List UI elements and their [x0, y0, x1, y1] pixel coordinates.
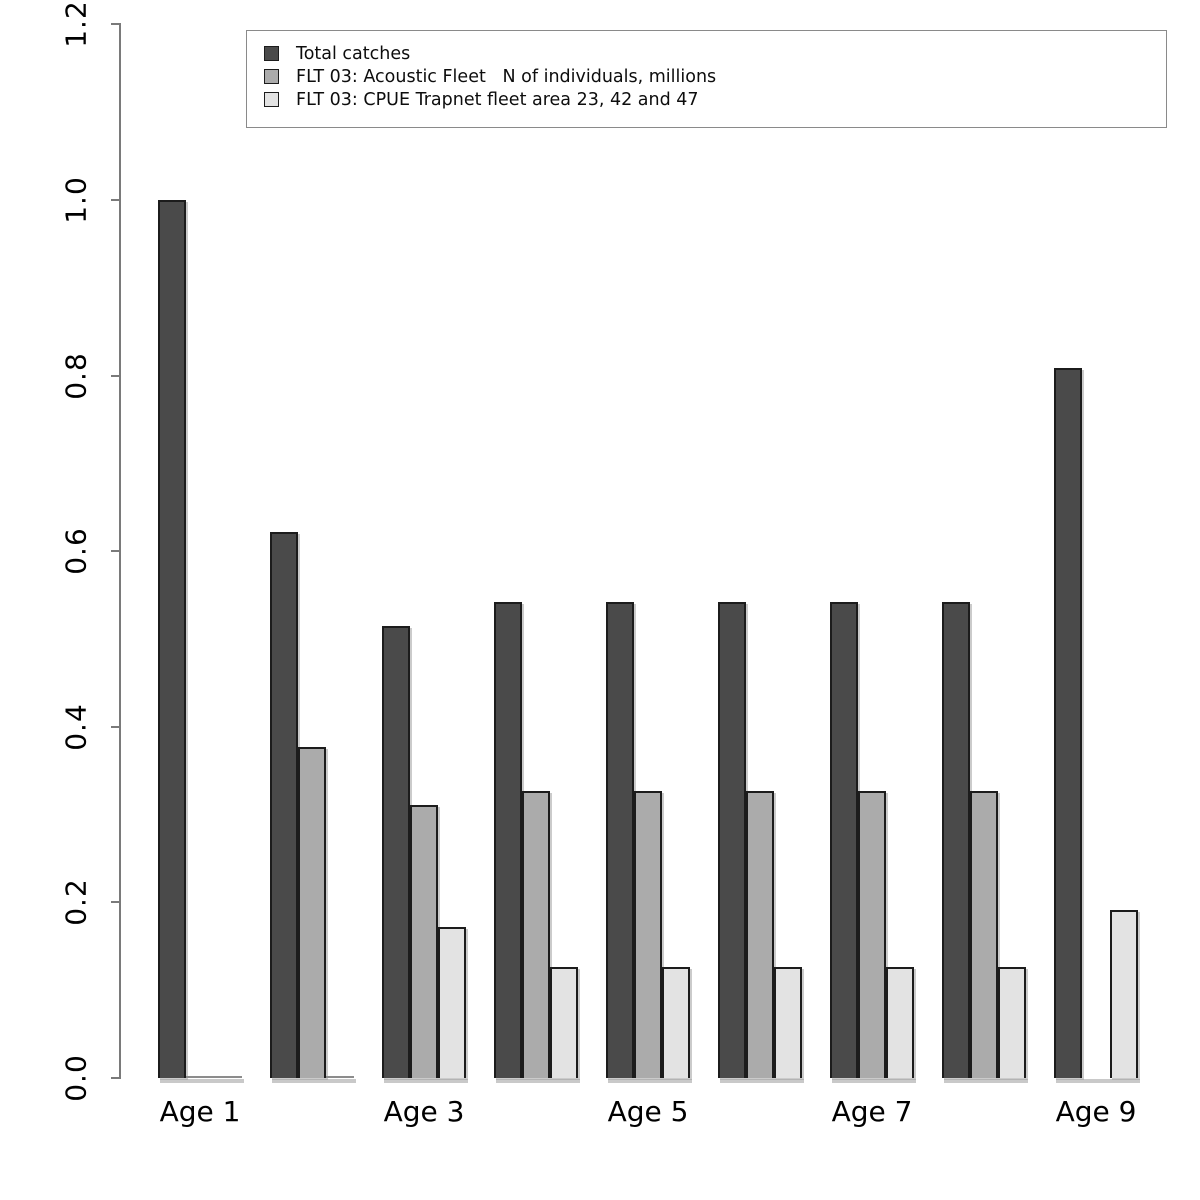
y-tick-label: 0.4	[59, 703, 93, 751]
bar-series2-age-5	[634, 790, 662, 1078]
x-tick-label: Age 1	[159, 1095, 241, 1128]
bar-series3-age-7	[886, 967, 914, 1078]
y-tick	[111, 550, 120, 553]
zero-value-bar	[186, 1076, 214, 1078]
bar-series2-age-7	[858, 790, 886, 1078]
bar-series3-age-6	[774, 967, 802, 1078]
legend-label: FLT 03: Acoustic Fleet N of individuals,…	[296, 66, 717, 87]
group-baseline-shadow	[496, 1079, 580, 1083]
y-axis-line	[119, 23, 121, 1079]
group-baseline-shadow	[944, 1079, 1028, 1083]
bar-series1-age-5	[606, 602, 634, 1078]
bar-series2-age-2	[298, 746, 326, 1078]
legend-item: Total catches	[264, 42, 1166, 65]
group-baseline-shadow	[272, 1079, 356, 1083]
bar-series1-age-9	[1054, 367, 1082, 1078]
bar-series1-age-1	[158, 200, 186, 1078]
bar-series2-age-6	[746, 790, 774, 1078]
y-tick	[111, 374, 120, 377]
legend-swatch-icon	[264, 69, 279, 84]
bar-series1-age-7	[830, 602, 858, 1078]
y-tick	[111, 199, 120, 201]
y-tick-label: 1.2	[59, 0, 93, 49]
bar-series1-age-8	[942, 602, 970, 1078]
legend-label: FLT 03: CPUE Trapnet fleet area 23, 42 a…	[296, 89, 699, 110]
x-tick-label: Age 5	[607, 1095, 689, 1128]
bar-series1-age-6	[718, 602, 746, 1078]
legend-swatch-icon	[264, 46, 279, 61]
bar-series3-age-4	[550, 967, 578, 1078]
group-baseline-shadow	[720, 1079, 804, 1083]
group-baseline-shadow	[1056, 1079, 1140, 1083]
bar-series3-age-9	[1110, 910, 1138, 1078]
legend: Total catches FLT 03: Acoustic Fleet N of…	[246, 30, 1167, 128]
group-baseline-shadow	[608, 1079, 692, 1083]
legend-item: FLT 03: CPUE Trapnet fleet area 23, 42 a…	[264, 88, 1166, 111]
legend-label: Total catches	[296, 43, 411, 64]
y-tick-label: 1.0	[59, 176, 93, 224]
y-tick-label: 0.8	[59, 351, 93, 400]
y-tick-label: 0.2	[59, 878, 93, 927]
bar-series3-age-3	[438, 926, 466, 1078]
x-tick-label: Age 9	[1055, 1095, 1137, 1128]
bar-series2-age-3	[410, 804, 438, 1078]
bar-series2-age-4	[522, 790, 550, 1078]
y-tick	[111, 1077, 120, 1079]
group-baseline-shadow	[384, 1079, 468, 1083]
bar-series2-age-8	[970, 790, 998, 1078]
y-tick	[111, 725, 120, 728]
legend-item: FLT 03: Acoustic Fleet N of individuals,…	[264, 65, 1166, 88]
group-baseline-shadow	[832, 1079, 916, 1083]
y-tick	[111, 23, 120, 26]
legend-swatch-icon	[264, 92, 279, 107]
bar-series3-age-5	[662, 967, 690, 1078]
x-tick-label: Age 3	[383, 1095, 465, 1128]
bar-series1-age-4	[494, 602, 522, 1078]
group-baseline-shadow	[160, 1079, 244, 1083]
x-tick-label: Age 7	[831, 1095, 913, 1128]
y-tick-label: 0.6	[59, 527, 93, 575]
zero-value-bar	[326, 1076, 354, 1078]
y-tick-label: 0.0	[59, 1054, 93, 1102]
zero-value-bar	[214, 1076, 242, 1078]
bar-series3-age-8	[998, 967, 1026, 1078]
bar-series1-age-2	[270, 531, 298, 1078]
y-tick	[111, 901, 120, 904]
bar-series1-age-3	[382, 625, 410, 1078]
